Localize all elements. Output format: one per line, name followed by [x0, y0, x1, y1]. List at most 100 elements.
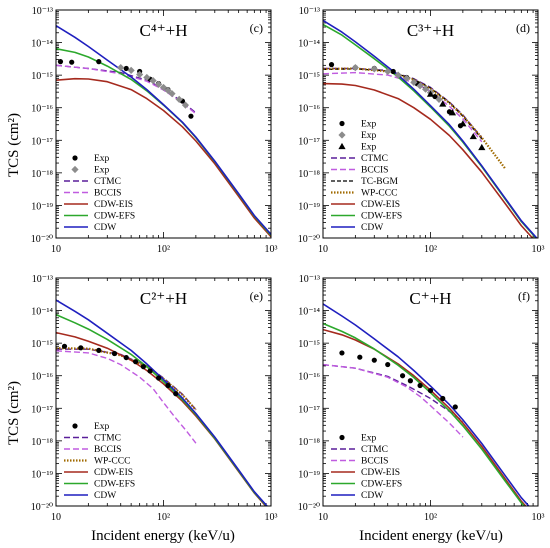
series-line-cdw: [56, 299, 269, 506]
y-tick-label: 10⁻¹⁴: [31, 307, 53, 318]
y-tick-label: 10⁻¹⁹: [298, 201, 320, 212]
y-tick-label: 10⁻¹⁸: [31, 169, 53, 180]
y-tick-label: 10⁻¹⁷: [31, 404, 53, 415]
x-tick-label: 10³: [532, 244, 545, 255]
legend: ExpExpExpCTMCBCCISTC-BGMWP-CCCCDW-EISCDW…: [331, 120, 402, 233]
legend-label: Exp: [361, 131, 377, 141]
legend-label: CDW-EIS: [361, 200, 400, 210]
legend-label: CDW-EFS: [94, 212, 135, 222]
y-axis-label-top: TCS (cm²): [6, 113, 22, 177]
y-tick-label: 10⁻¹⁷: [298, 404, 320, 415]
data-point-exp-diamond: [154, 80, 163, 88]
data-point-exp: [371, 357, 377, 363]
data-point-exp: [123, 65, 129, 72]
legend-marker-exp: [72, 155, 78, 161]
data-point-exp-diamond: [136, 70, 144, 79]
chart-panel-4: 10 10² 10³ 10⁻²⁰ 10⁻¹⁹ 10⁻¹⁸ 10⁻¹⁷ 10⁻¹⁶ 10⁻¹⁵ 10…: [298, 274, 545, 523]
panel-title: C⁺+H: [409, 289, 451, 308]
y-tick-label: 10⁻¹⁷: [298, 136, 320, 147]
data-point-exp: [427, 387, 434, 394]
series-line-cdw: [56, 25, 271, 235]
data-point-exp: [57, 59, 64, 65]
data-point-exp-triangle: [439, 100, 447, 107]
plot-area: [323, 303, 530, 506]
legend-label: TC-BGM: [361, 177, 399, 187]
data-point-exp: [385, 361, 391, 368]
y-tick-label: 10⁻¹⁴: [31, 39, 53, 50]
data-point-exp: [165, 382, 171, 389]
data-point-exp: [440, 395, 446, 402]
y-tick-label: 10⁻¹³: [299, 6, 320, 17]
series-line-cdw-eis: [56, 77, 271, 238]
x-tick-label: 10: [318, 512, 328, 523]
data-point-exp-diamond: [403, 74, 411, 82]
series-line-cdw-eis: [323, 328, 527, 506]
legend-label: Exp: [361, 120, 377, 130]
legend-marker-exp: [339, 120, 345, 127]
y-tick-label: 10⁻¹⁵: [31, 71, 53, 82]
y-tick-label: 10⁻¹⁹: [31, 201, 53, 212]
x-tick-label: 10: [318, 244, 328, 255]
data-point-exp-diamond: [117, 64, 125, 72]
y-tick-label: 10⁻¹⁸: [298, 437, 320, 448]
y-tick-label: 10⁻¹⁶: [298, 104, 320, 115]
x-tick-label: 10³: [265, 512, 278, 523]
legend-label: BCCIS: [94, 189, 121, 199]
data-point-exp: [140, 364, 146, 370]
y-tick-label: 10⁻¹⁶: [31, 104, 53, 115]
plot-frame: [322, 9, 539, 239]
legend-marker-exp: [339, 434, 345, 441]
legend-label: CTMC: [361, 445, 388, 455]
data-point-exp: [417, 382, 423, 389]
y-tick-label: 10⁻²⁰: [31, 502, 53, 513]
plot-area: [56, 299, 269, 506]
data-point-exp-triangle: [478, 143, 486, 151]
chart-panel-2: 10 10² 10³ 10⁻²⁰ 10⁻¹⁹ 10⁻¹⁸ 10⁻¹⁷ 10⁻¹⁶ 10⁻¹⁵ 10…: [298, 6, 545, 255]
legend-label: CTMC: [361, 154, 388, 164]
data-point-exp-diamond: [394, 71, 402, 79]
y-tick-label: 10⁻¹³: [32, 6, 53, 17]
chart-panel-3: 10 10² 10³ 10⁻²⁰ 10⁻¹⁹ 10⁻¹⁸ 10⁻¹⁷ 10⁻¹⁶ 10⁻¹⁵ 10…: [31, 274, 278, 523]
legend-label: CDW-EIS: [94, 200, 133, 210]
legend-label: CDW-EFS: [361, 212, 402, 222]
y-tick-label: 10⁻¹⁹: [298, 469, 320, 480]
legend-label: CDW: [94, 223, 116, 233]
legend-label: BCCIS: [361, 166, 388, 176]
y-tick-label: 10⁻¹⁶: [31, 372, 53, 383]
y-tick-label: 10⁻¹⁵: [298, 339, 320, 350]
x-tick-label: 10²: [424, 244, 437, 255]
series-line-cdw-efs: [56, 47, 271, 236]
data-point-exp: [96, 59, 102, 65]
data-point-exp-triangle: [448, 109, 457, 116]
legend-label: Exp: [361, 143, 377, 153]
data-point-exp: [399, 373, 406, 379]
legend-label: CDW: [361, 223, 383, 233]
x-axis-label-left: Incident energy (keV/u): [91, 528, 235, 544]
x-tick-label: 10: [51, 244, 61, 255]
data-point-exp: [147, 368, 153, 374]
plot-frame: [322, 277, 539, 507]
data-point-exp-diamond: [127, 66, 135, 74]
series-line-cdw-efs: [323, 23, 538, 238]
legend-marker-exp-diamond: [71, 165, 79, 174]
series-line-cdw-eis: [323, 82, 534, 238]
series-line-bccis: [323, 71, 483, 143]
legend-label: WP-CCC: [361, 189, 397, 199]
x-tick-label: 10³: [532, 512, 545, 523]
data-point-exp-diamond: [143, 73, 151, 82]
data-point-exp-diamond: [351, 64, 359, 72]
data-point-exp-diamond: [370, 65, 378, 73]
data-point-exp-diamond: [421, 85, 430, 93]
series-line-cdw: [323, 303, 530, 506]
data-point-exp-diamond: [410, 78, 418, 86]
legend-label: Exp: [94, 154, 110, 164]
data-point-exp-triangle: [459, 120, 467, 127]
data-point-exp: [357, 354, 363, 360]
data-point-exp: [61, 343, 68, 349]
data-point-exp: [390, 68, 396, 75]
x-tick-label: 10²: [424, 512, 437, 523]
plot-frame: [55, 9, 272, 239]
panel-title: C²⁺+H: [140, 289, 187, 308]
y-tick-label: 10⁻¹³: [32, 274, 53, 285]
